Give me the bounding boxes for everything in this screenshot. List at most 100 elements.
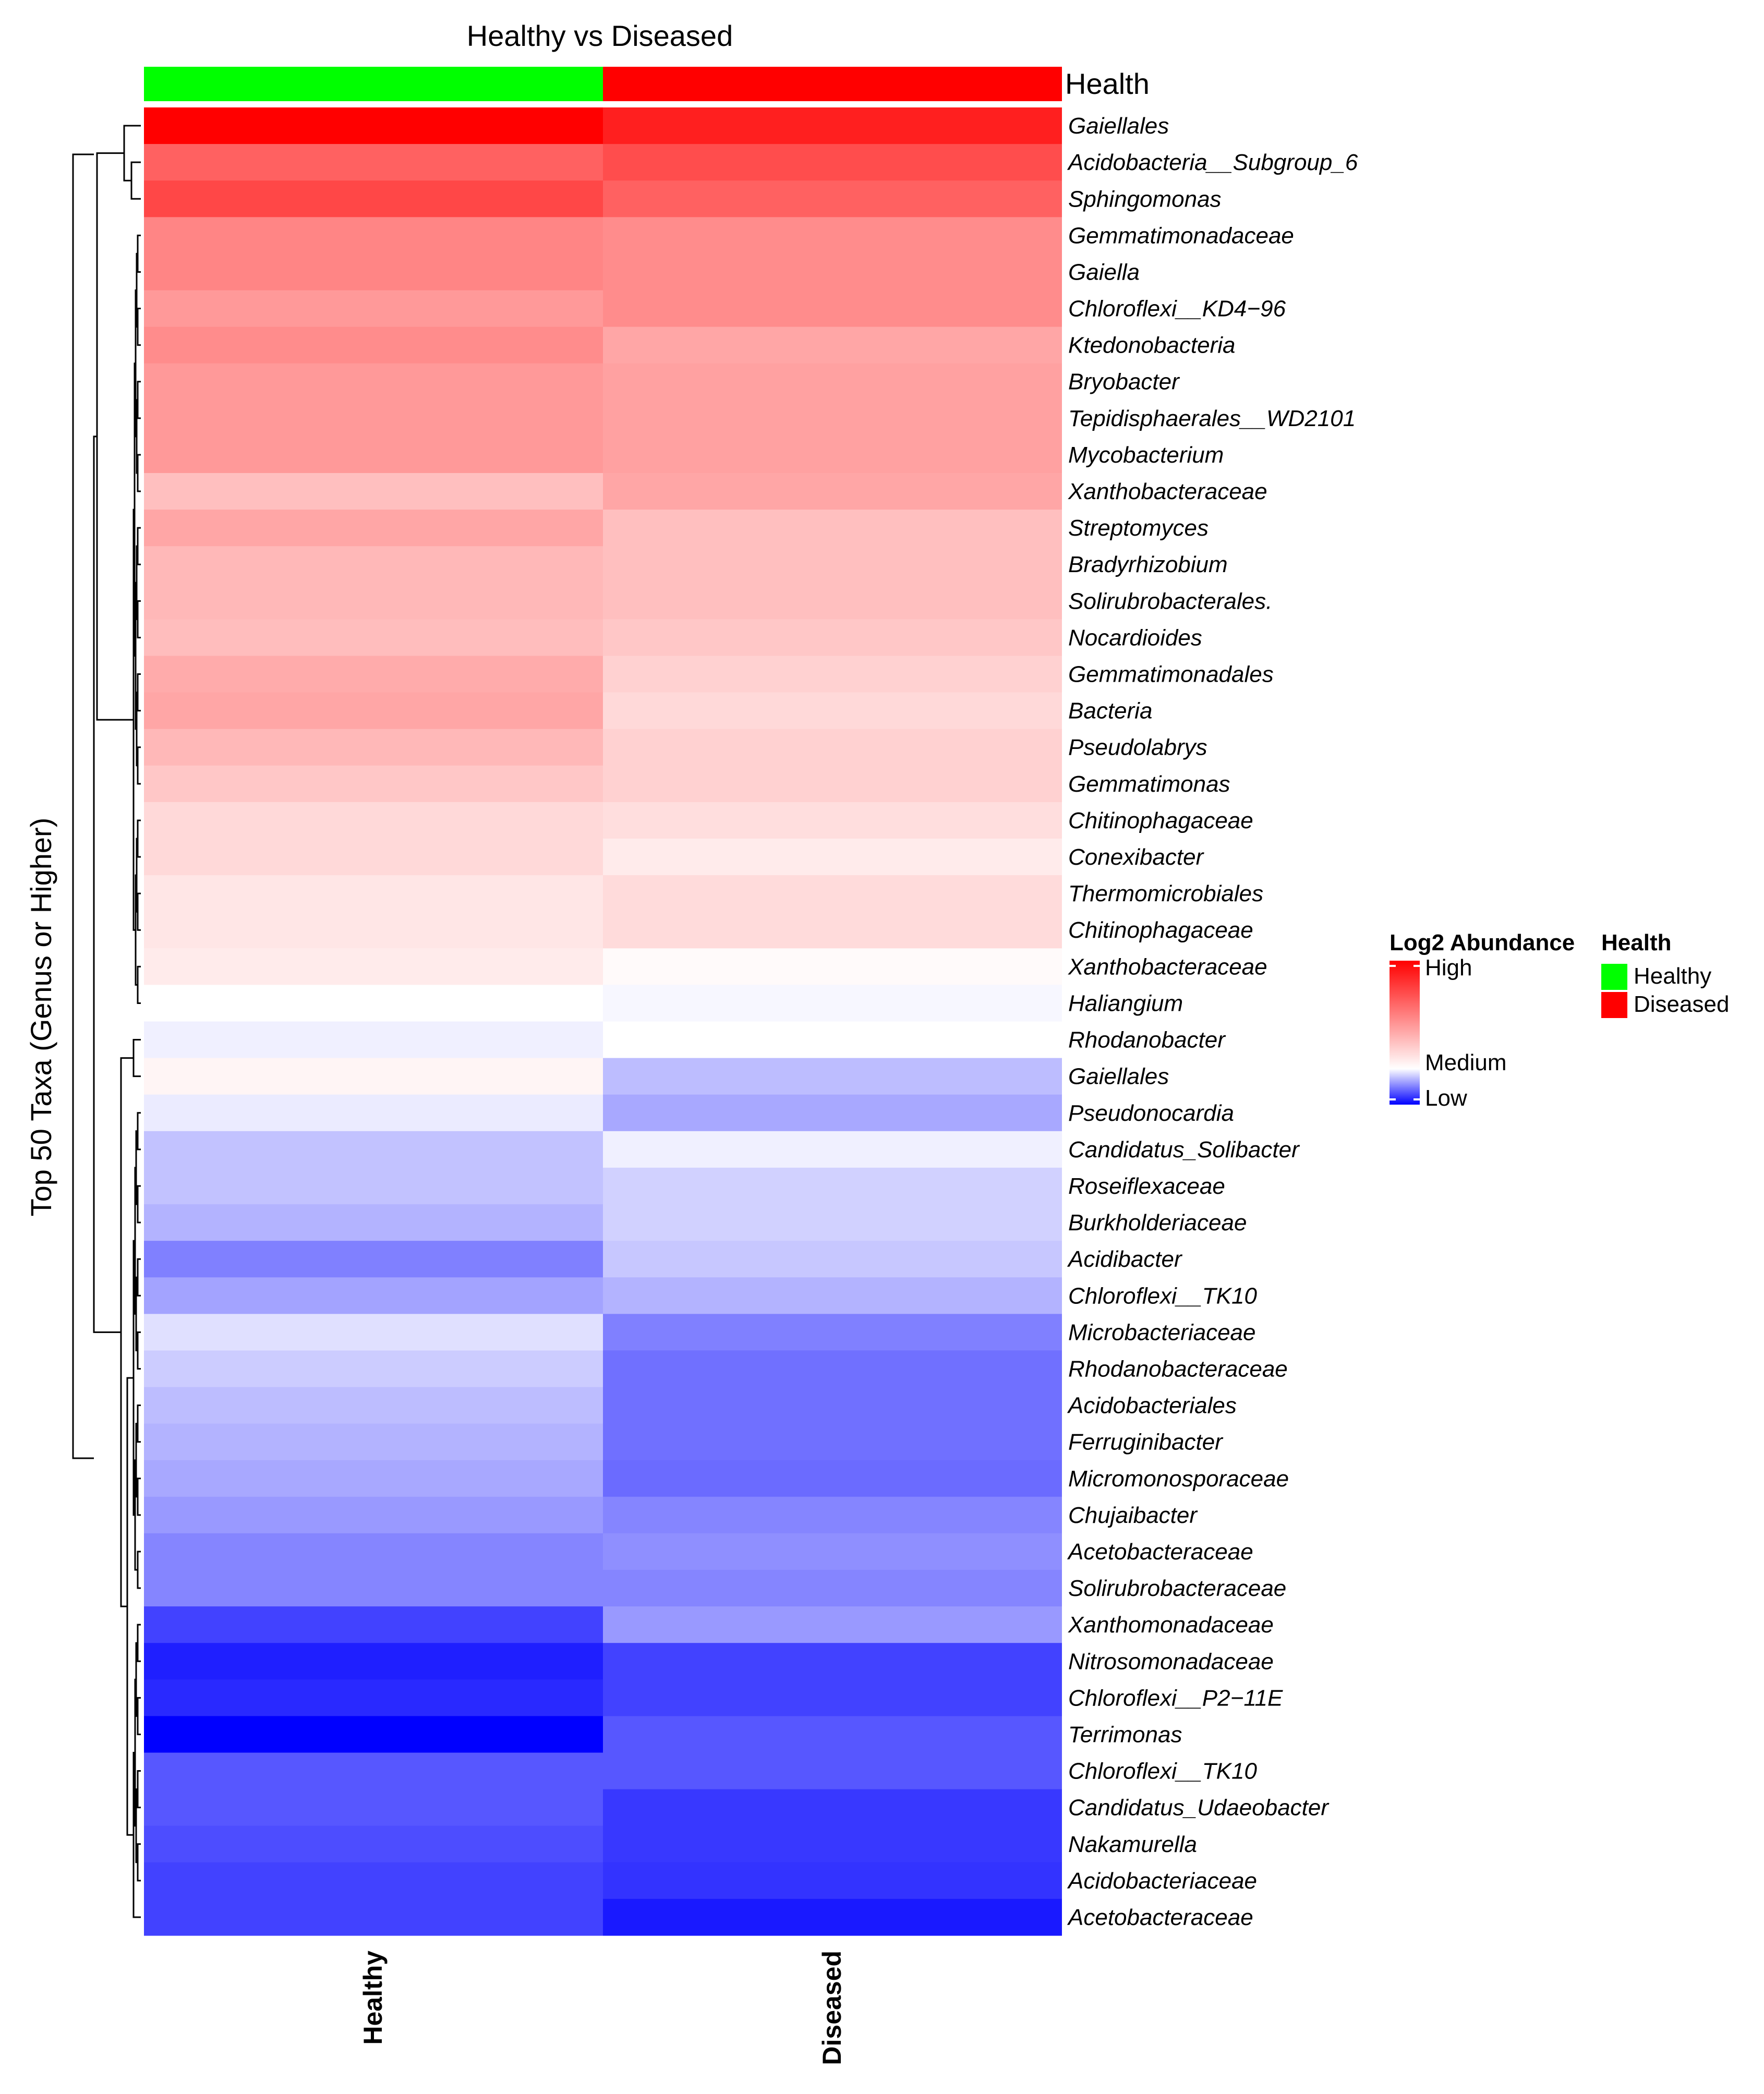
health-legend-title: Health bbox=[1601, 930, 1671, 955]
dendrogram-branch bbox=[126, 1377, 134, 1836]
annotation-bar bbox=[144, 67, 1062, 101]
heatmap-cell bbox=[603, 1387, 1062, 1424]
heatmap-cell bbox=[144, 217, 603, 254]
heatmap-cell bbox=[603, 729, 1062, 766]
heatmap-cell bbox=[603, 692, 1062, 730]
dendrogram-branch bbox=[96, 152, 134, 721]
heatmap-cell bbox=[144, 765, 603, 803]
dendrogram-branch bbox=[137, 527, 141, 565]
heatmap-cell bbox=[144, 473, 603, 510]
heatmap-cell bbox=[603, 1679, 1062, 1716]
dendrogram-branch bbox=[137, 673, 141, 712]
row-label: Haliangium bbox=[1068, 990, 1183, 1016]
legend-label-healthy: Healthy bbox=[1634, 963, 1711, 989]
heatmap-cell bbox=[603, 583, 1062, 620]
heatmap-cell bbox=[603, 1606, 1062, 1643]
heatmap-cells bbox=[144, 107, 1062, 1936]
heatmap-cell bbox=[603, 1789, 1062, 1826]
dendrogram-branch bbox=[137, 234, 141, 273]
heatmap-cell bbox=[144, 1460, 603, 1497]
row-label: Chloroflexi__KD4−96 bbox=[1068, 296, 1286, 322]
row-label: Tepidisphaerales__WD2101 bbox=[1068, 406, 1356, 431]
dendrogram-branch bbox=[137, 746, 141, 785]
heatmap-cell bbox=[603, 1241, 1062, 1278]
row-label: Chitinophagaceae bbox=[1068, 917, 1253, 943]
row-label: Acetobacteraceae bbox=[1067, 1905, 1253, 1930]
row-label: Acidobacteriales bbox=[1067, 1393, 1237, 1419]
dendrogram-branch bbox=[137, 1770, 141, 1809]
dendrogram-branch bbox=[137, 381, 141, 419]
heatmap-cell bbox=[144, 729, 603, 766]
heatmap-cell bbox=[144, 1898, 603, 1936]
row-label: Xanthobacteraceae bbox=[1068, 954, 1267, 979]
heatmap-cell bbox=[603, 802, 1062, 839]
heatmap-cell bbox=[603, 473, 1062, 510]
heatmap-cell bbox=[144, 1021, 603, 1059]
row-label: Streptomyces bbox=[1068, 515, 1209, 541]
color-scale-title: Log2 Abundance bbox=[1390, 930, 1575, 955]
heatmap-cell bbox=[144, 912, 603, 949]
heatmap-cell bbox=[144, 985, 603, 1022]
dendrogram-branch bbox=[137, 600, 141, 638]
dendrogram-branch bbox=[137, 1405, 141, 1443]
heatmap-cell bbox=[603, 1021, 1062, 1059]
dendrogram-branch bbox=[137, 1331, 141, 1370]
heatmap-cell bbox=[144, 510, 603, 547]
heatmap-cell bbox=[603, 180, 1062, 217]
row-label: Bacteria bbox=[1068, 698, 1152, 724]
row-label: Acidobacteria__Subgroup_6 bbox=[1067, 150, 1358, 175]
dendrogram-branch bbox=[123, 125, 141, 181]
column-label-diseased: Diseased bbox=[817, 1951, 847, 2065]
row-label: Xanthobacteraceae bbox=[1068, 479, 1267, 504]
heatmap-cell bbox=[144, 180, 603, 217]
dendrogram-branch bbox=[72, 153, 94, 1459]
row-dendrogram bbox=[72, 125, 141, 1918]
heatmap-cell bbox=[603, 765, 1062, 803]
heatmap-cell bbox=[603, 1533, 1062, 1570]
row-label: Rhodanobacteraceae bbox=[1068, 1356, 1288, 1382]
heatmap-cell bbox=[144, 1825, 603, 1863]
heatmap-cell bbox=[603, 1423, 1062, 1461]
dendrogram-branch bbox=[137, 1478, 141, 1516]
heatmap-cell bbox=[603, 875, 1062, 912]
heatmap-cell bbox=[144, 1679, 603, 1716]
row-label: Sphingomonas bbox=[1068, 186, 1222, 212]
heatmap-cell bbox=[603, 1643, 1062, 1680]
heatmap-cell bbox=[144, 1094, 603, 1132]
row-label: Terrimonas bbox=[1068, 1722, 1182, 1747]
heatmap-cell bbox=[603, 144, 1062, 181]
row-label: Nakamurella bbox=[1068, 1832, 1197, 1857]
heatmap-cell bbox=[603, 839, 1062, 876]
heatmap-cell bbox=[603, 1167, 1062, 1205]
heatmap-cell bbox=[603, 985, 1062, 1022]
heatmap-cell bbox=[144, 290, 603, 328]
heatmap-cell bbox=[144, 948, 603, 985]
heatmap-cell bbox=[144, 400, 603, 437]
row-label: Candidatus_Solibacter bbox=[1068, 1137, 1300, 1163]
dendrogram-branch bbox=[93, 435, 121, 1333]
dendrogram-branch bbox=[137, 1624, 141, 1662]
dendrogram-branch bbox=[137, 1551, 141, 1589]
row-label: Microbacteriaceae bbox=[1068, 1320, 1256, 1345]
row-label: Gaiella bbox=[1068, 259, 1140, 285]
dendrogram-branch bbox=[130, 161, 141, 200]
heatmap-cell bbox=[144, 546, 603, 583]
heatmap-cell bbox=[603, 1825, 1062, 1863]
heatmap-cell bbox=[603, 656, 1062, 693]
heatmap-cell bbox=[144, 1423, 603, 1461]
heatmap-cell bbox=[144, 363, 603, 401]
y-axis-label: Top 50 Taxa (Genus or Higher) bbox=[25, 818, 57, 1217]
dendrogram-branch bbox=[137, 1697, 141, 1735]
heatmap-cell bbox=[144, 583, 603, 620]
heatmap-cell bbox=[603, 107, 1062, 144]
color-scale-bar bbox=[1390, 961, 1420, 1105]
heatmap-cell bbox=[144, 1643, 603, 1680]
heatmap-cell bbox=[603, 1204, 1062, 1241]
heatmap-cell bbox=[603, 1716, 1062, 1753]
heatmap-cell bbox=[144, 1387, 603, 1424]
row-label: Xanthomonadaceae bbox=[1068, 1612, 1274, 1638]
row-label: Nocardioides bbox=[1068, 625, 1202, 650]
heatmap-cell bbox=[603, 510, 1062, 547]
heatmap-cell bbox=[144, 619, 603, 657]
row-label: Gemmatimonas bbox=[1068, 771, 1230, 797]
